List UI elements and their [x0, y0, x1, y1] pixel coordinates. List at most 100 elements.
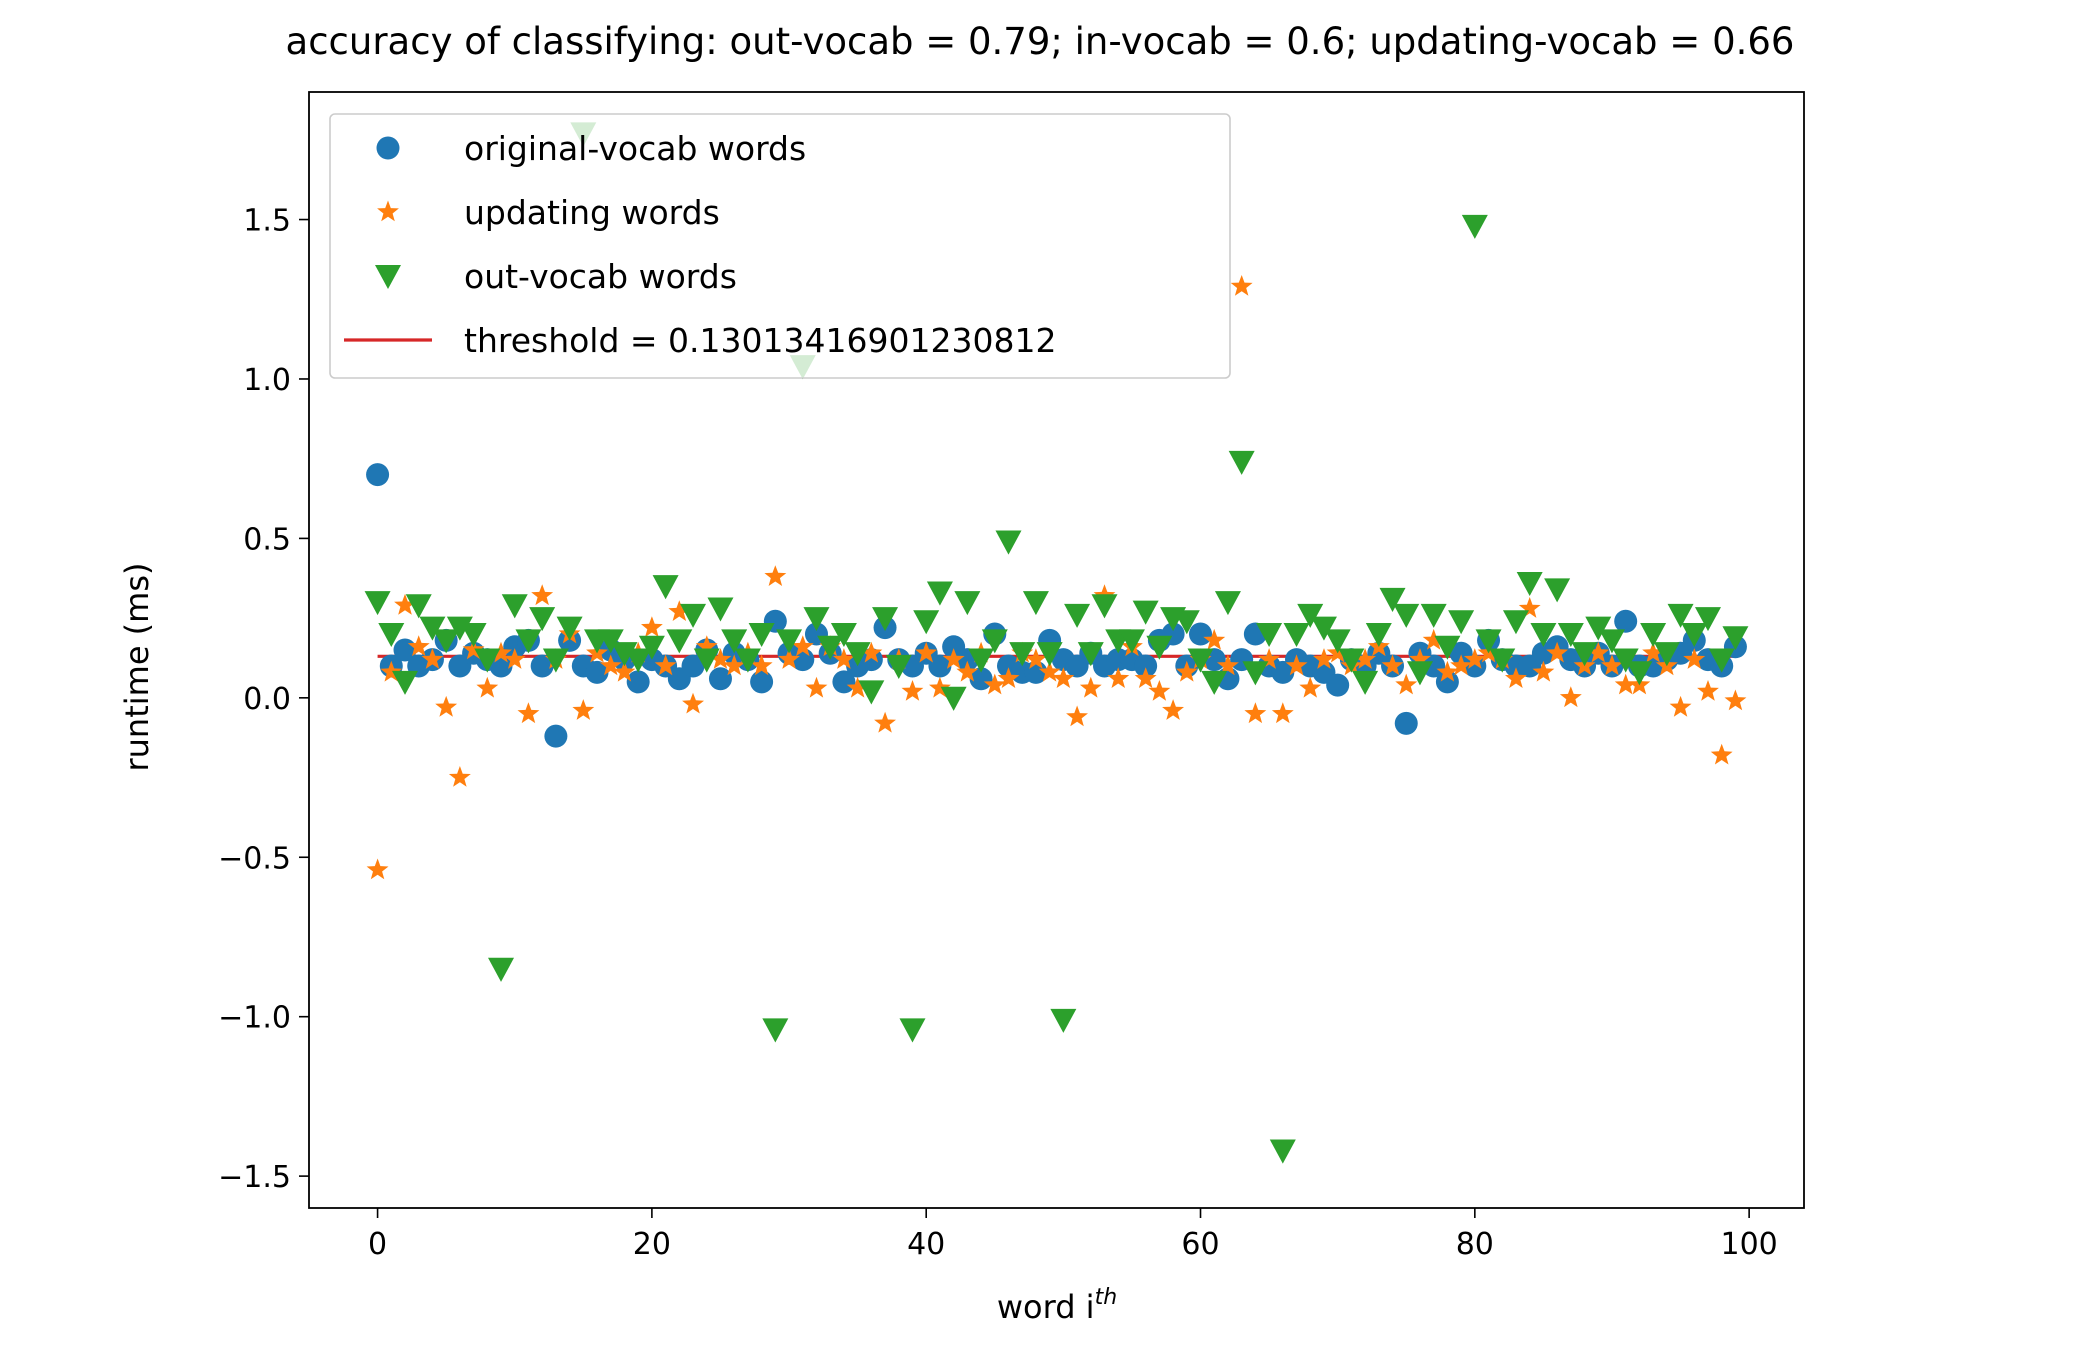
original-vocab-point	[585, 660, 609, 684]
out-vocab-point	[1626, 661, 1653, 686]
updating-point	[366, 858, 389, 880]
updating-point	[613, 660, 636, 682]
out-vocab-point	[1187, 648, 1214, 673]
original-vocab-point	[1134, 654, 1158, 678]
updating-point	[833, 648, 855, 669]
updating-point	[1518, 597, 1541, 618]
out-vocab-point	[981, 629, 1008, 654]
out-vocab-point	[899, 1018, 926, 1043]
updating-point	[997, 667, 1020, 688]
updating-point	[1669, 695, 1692, 717]
updating-point	[915, 641, 938, 663]
y-tick-label: −1.5	[218, 1160, 291, 1195]
series-out-vocab-layer	[364, 122, 1749, 1164]
updating-point	[380, 660, 403, 682]
updating-point	[956, 660, 979, 682]
out-vocab-point	[1379, 587, 1406, 612]
x-tick-label: 60	[1181, 1227, 1219, 1262]
legend: original-vocab words updating words out-vo…	[329, 113, 1231, 379]
legend-frame	[329, 113, 1231, 379]
out-vocab-point	[364, 591, 391, 616]
out-vocab-point	[1365, 623, 1392, 648]
out-vocab-point	[1571, 642, 1598, 667]
x-axis-label-base: word i	[997, 1288, 1095, 1326]
out-vocab-point	[1434, 635, 1461, 660]
y-axis-label: runtime (ms)	[118, 563, 156, 772]
legend-marker-swatch	[377, 200, 399, 222]
updating-point	[1162, 699, 1184, 720]
out-vocab-point	[1283, 623, 1310, 648]
out-vocab-point	[721, 629, 748, 654]
out-vocab-point	[433, 629, 460, 654]
out-vocab-point	[488, 957, 515, 982]
y-tick-label: 0.5	[243, 522, 291, 557]
out-vocab-point	[1708, 648, 1735, 673]
legend-items: original-vocab words updating words out-vo…	[344, 129, 1056, 360]
out-vocab-point	[1036, 642, 1063, 667]
out-vocab-point	[844, 642, 871, 667]
original-vocab-point	[1394, 711, 1418, 735]
y-tick-label: 0.0	[243, 682, 291, 717]
updating-point	[476, 676, 499, 698]
updating-point	[1038, 660, 1061, 682]
out-vocab-point	[1722, 626, 1749, 651]
out-vocab-point	[1612, 648, 1639, 673]
out-vocab-point	[652, 575, 679, 600]
updating-point	[654, 654, 677, 676]
updating-point	[942, 648, 965, 669]
out-vocab-point	[707, 597, 734, 622]
out-vocab-point	[1173, 610, 1200, 635]
updating-point	[846, 676, 869, 698]
updating-point	[448, 766, 471, 787]
updating-point	[750, 654, 773, 676]
original-vocab-point	[681, 654, 705, 678]
out-vocab-point	[1091, 594, 1118, 619]
x-tick-label: 40	[907, 1227, 945, 1262]
legend-label: original-vocab words	[464, 129, 806, 168]
out-vocab-point	[1640, 623, 1667, 648]
out-vocab-point	[1352, 670, 1379, 695]
updating-point	[1025, 648, 1047, 669]
out-vocab-point	[1022, 591, 1049, 616]
out-vocab-point	[1242, 661, 1269, 686]
out-vocab-point	[872, 607, 899, 632]
updating-point	[1710, 743, 1733, 765]
out-vocab-point	[405, 594, 432, 619]
out-vocab-point	[1653, 642, 1680, 667]
out-vocab-point	[776, 629, 803, 654]
updating-point	[1614, 673, 1637, 695]
updating-point	[682, 692, 704, 714]
updating-point	[1313, 648, 1335, 669]
updating-point	[1217, 654, 1239, 676]
y-tick-label: −0.5	[218, 841, 291, 876]
out-vocab-point	[1667, 603, 1694, 628]
original-vocab-point	[928, 654, 952, 678]
out-vocab-point	[1077, 642, 1104, 667]
legend-out-vocab: out-vocab words	[375, 257, 737, 296]
out-vocab-point	[1681, 623, 1708, 648]
updating-point	[407, 635, 430, 657]
legend-updating: updating words	[377, 193, 720, 232]
updating-point	[1395, 673, 1418, 695]
y-tick-label: 1.0	[243, 363, 291, 398]
out-vocab-point	[803, 607, 830, 632]
updating-point	[1354, 648, 1376, 669]
updating-point	[1052, 667, 1075, 688]
out-vocab-point	[940, 686, 967, 711]
out-vocab-point	[926, 581, 953, 606]
y-axis: −1.5 −1.0 −0.5 0.0 0.5 1.0 1.5	[218, 204, 309, 1195]
updating-point	[1436, 660, 1459, 682]
original-vocab-point	[544, 724, 568, 748]
out-vocab-point	[817, 635, 844, 660]
out-vocab-point	[1269, 1139, 1296, 1164]
out-vocab-point	[1393, 603, 1420, 628]
out-vocab-point	[378, 623, 405, 648]
out-vocab-point	[830, 623, 857, 648]
original-vocab-point	[750, 670, 774, 694]
x-axis: 0 20 40 60 80 100	[368, 1208, 1778, 1262]
out-vocab-point	[1310, 616, 1337, 641]
updating-point	[1079, 676, 1102, 698]
updating-point	[1601, 654, 1623, 676]
out-vocab-point	[1461, 214, 1488, 239]
